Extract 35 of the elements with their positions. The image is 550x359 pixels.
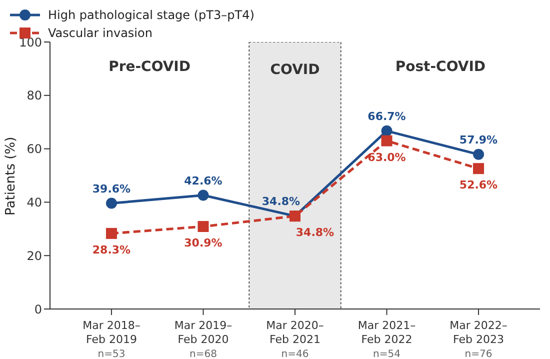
y-tick-label: 100 xyxy=(19,35,42,50)
data-label: 52.6% xyxy=(459,178,498,192)
point xyxy=(381,125,392,136)
y-tick-label: 40 xyxy=(26,195,42,210)
x-tick-label: Mar 2018– Feb 2019 n=53 xyxy=(82,319,140,359)
data-label: 57.9% xyxy=(459,133,498,146)
point xyxy=(198,220,209,232)
data-label: 28.3% xyxy=(92,243,131,256)
data-label: 30.9% xyxy=(184,236,222,250)
y-axis-title: Patients (%) xyxy=(4,136,19,216)
data-label: 34.8% xyxy=(262,195,300,208)
point xyxy=(106,198,117,209)
annotation: Post-COVID xyxy=(395,59,486,75)
x-tick-label: Mar 2020– Feb 2021 n=46 xyxy=(266,319,324,359)
data-label: 42.6% xyxy=(184,174,222,188)
data-label: 34.8% xyxy=(296,226,334,240)
y-tick-label: 20 xyxy=(26,248,42,263)
point xyxy=(473,148,484,160)
point xyxy=(198,190,209,201)
point xyxy=(381,135,392,146)
legend-label: High pathological stage (pT3–pT4) xyxy=(48,8,254,22)
point xyxy=(473,163,484,174)
legend-label: Vascular invasion xyxy=(48,26,152,40)
annotation: Pre-COVID xyxy=(108,59,191,75)
x-tick-label: Mar 2021– Feb 2022 n=54 xyxy=(358,319,416,359)
point xyxy=(106,228,117,239)
band-label: COVID xyxy=(270,62,320,78)
data-label: 39.6% xyxy=(92,182,131,196)
data-label: 63.0% xyxy=(368,150,406,164)
y-tick-label: 60 xyxy=(26,142,42,156)
x-tick-label: Mar 2019– Feb 2020 n=68 xyxy=(174,319,232,359)
data-label: 66.7% xyxy=(368,110,406,123)
y-tick-label: 0 xyxy=(34,302,42,316)
y-tick-label: 80 xyxy=(26,88,42,103)
x-tick-label: Mar 2022– Feb 2023 n=76 xyxy=(450,319,508,359)
